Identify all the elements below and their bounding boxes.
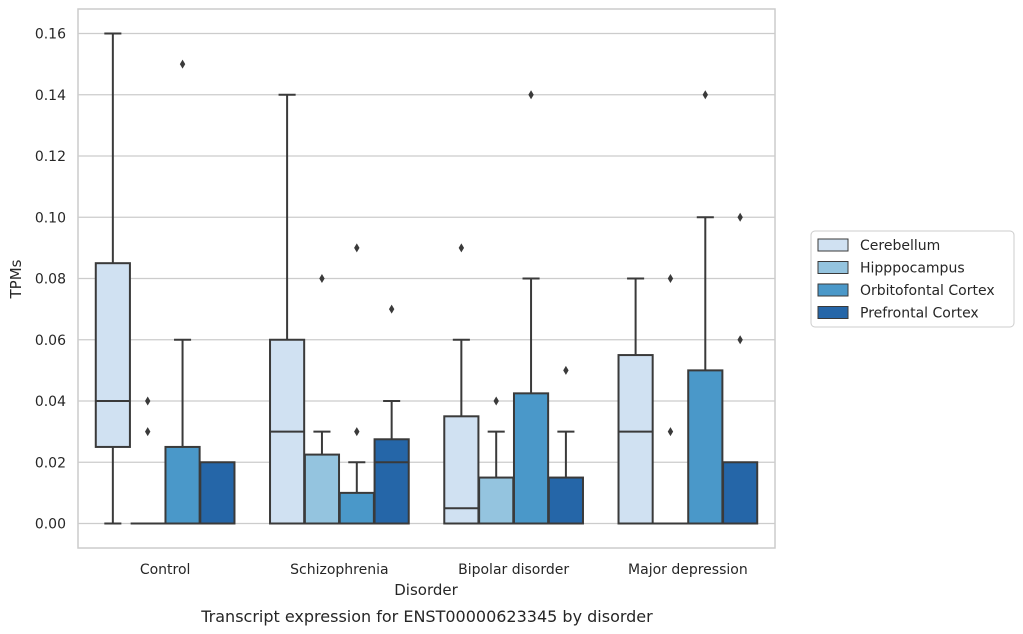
box-cerebellum [617, 277, 654, 525]
box-iqr [373, 438, 410, 525]
plot-frame [77, 8, 776, 549]
y-tick-label: 0.06 [35, 333, 66, 349]
legend-frame [810, 230, 1015, 328]
outlier-point [493, 396, 499, 406]
legend-label: Cerebellum [860, 238, 940, 254]
y-tick-label: 0.04 [35, 394, 66, 410]
outlier-point [354, 243, 360, 253]
outlier-point [354, 427, 360, 437]
x-tick-label: Control [140, 562, 191, 578]
x-axis-label: Disorder [394, 581, 458, 599]
outlier-point [563, 365, 569, 375]
box-iqr [303, 453, 341, 525]
box-prefrontal-cortex [722, 212, 759, 525]
box-orbitofontal-cortex [164, 59, 201, 525]
outlier-point [667, 427, 674, 437]
box-prefrontal-cortex [373, 304, 410, 525]
box-iqr [338, 491, 375, 525]
y-tick-label: 0.16 [35, 27, 66, 43]
legend-label: Hipppocampus [860, 261, 965, 277]
box-prefrontal-cortex [547, 365, 584, 525]
box-iqr [722, 461, 759, 525]
legend-swatch [817, 283, 849, 297]
y-tick-label: 0.02 [35, 455, 66, 471]
x-tick-label: Bipolar disorder [458, 562, 569, 578]
legend: Cerebellum Hipppocampus Orbitofontal Corte… [810, 230, 1015, 328]
x-tick-label: Major depression [628, 562, 748, 578]
x-tick-label: Schizophrenia [290, 562, 388, 578]
y-axis-label: TPMs [7, 259, 25, 299]
box-iqr [478, 476, 515, 525]
outlier-point [528, 90, 534, 100]
y-tick-label: 0.12 [35, 149, 66, 165]
y-tick-label: 0.14 [35, 88, 66, 104]
outlier-point [319, 274, 325, 283]
outlier-point [145, 427, 151, 437]
box-cerebellum [94, 32, 131, 525]
box-hipppocampus [303, 274, 341, 525]
box-iqr [164, 445, 201, 525]
outlier-point [737, 212, 743, 222]
y-tick-label: 0.10 [35, 210, 66, 226]
box-iqr [199, 461, 236, 525]
box-cerebellum [443, 243, 480, 525]
box-iqr [512, 392, 550, 525]
x-tick-labels: Control Schizophrenia Bipolar disorder Majo… [140, 562, 748, 578]
legend-swatch [817, 306, 849, 319]
outlier-point [179, 59, 186, 69]
y-tick-labels: 0.00 0.02 0.04 0.06 0.08 0.10 0.12 0.14 0.16 [35, 27, 66, 533]
legend-label: Prefrontal Cortex [860, 306, 979, 322]
legend-swatch [817, 238, 849, 252]
outlier-point [737, 335, 743, 345]
box-iqr [547, 476, 584, 525]
box-orbitofontal-cortex [512, 90, 550, 525]
box-iqr [687, 369, 724, 525]
box-iqr [94, 262, 131, 448]
legend-swatch [817, 261, 849, 274]
box-cerebellum [269, 93, 306, 525]
legend-label: Orbitofontal Cortex [860, 283, 995, 299]
box-iqr [617, 354, 654, 525]
outlier-point [388, 304, 395, 314]
outlier-point [458, 243, 465, 253]
chart-caption: Transcript expression for ENST0000062334… [200, 607, 653, 626]
box-iqr [443, 415, 480, 525]
outlier-point [145, 396, 151, 406]
outlier-point [702, 90, 708, 100]
y-tick-label: 0.00 [35, 517, 66, 533]
y-tick-label: 0.08 [35, 272, 66, 288]
box-prefrontal-cortex [199, 461, 236, 525]
box-orbitofontal-cortex [338, 243, 375, 525]
box-hipppocampus [130, 396, 165, 525]
outlier-point [667, 274, 674, 283]
box-hipppocampus [653, 274, 688, 525]
box-orbitofontal-cortex [687, 90, 724, 525]
box-series-group [94, 32, 759, 525]
